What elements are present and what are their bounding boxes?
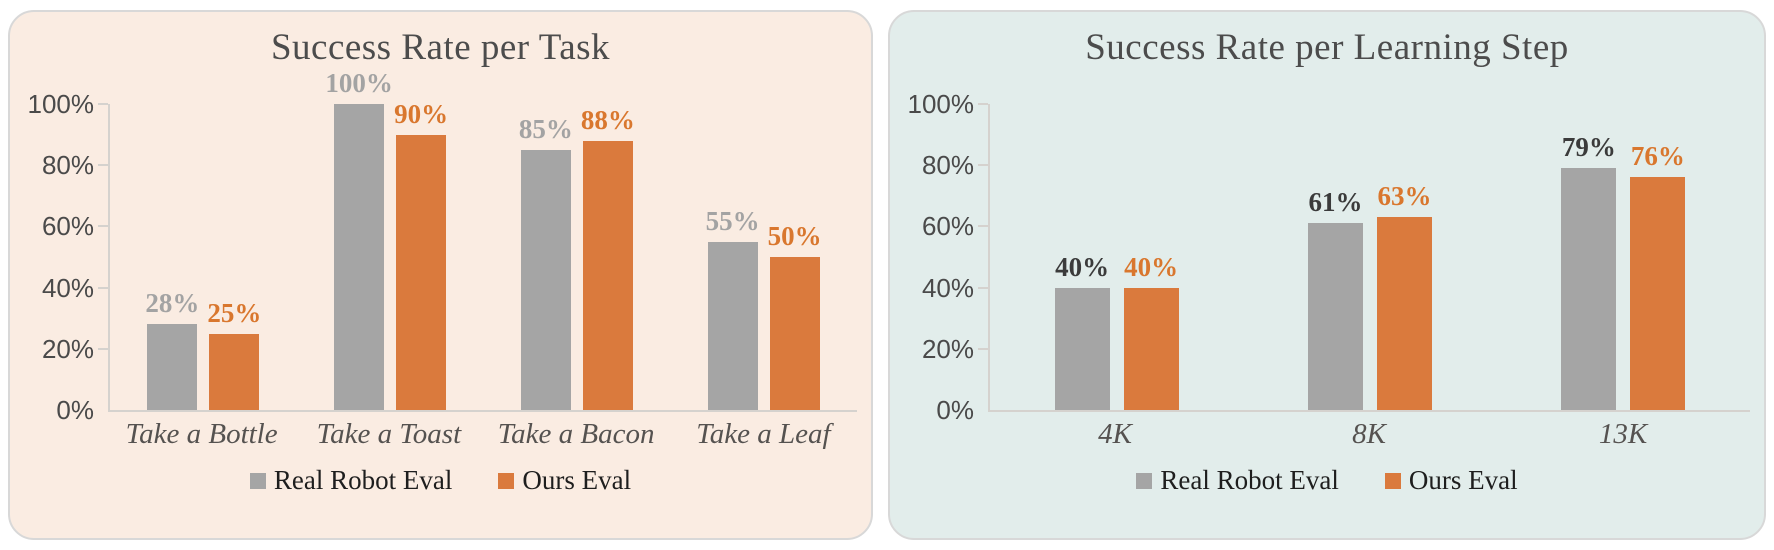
bar-value-label: 90% <box>394 98 449 129</box>
chart-body: 0% 20% 40% 60% 80% 100% 40% 40% 61% 63% 79% 76% <box>890 91 1764 423</box>
bar: 28% <box>145 290 199 410</box>
bar-value-label: 88% <box>580 104 635 135</box>
x-axis-labels: Take a Bottle Take a Toast Take a Bacon Tak… <box>108 418 857 451</box>
bar-value-label: 85% <box>518 113 573 144</box>
x-category-label: 8K <box>1352 418 1386 450</box>
y-tick-label: 40% <box>41 272 94 303</box>
legend-label: Ours Eval <box>1408 465 1518 495</box>
bar: 85% <box>519 115 573 410</box>
y-axis: 0% 20% 40% 60% 80% 100% <box>18 91 108 423</box>
legend-item: Ours Eval <box>1384 465 1518 495</box>
bar-group: 61% 63% <box>1243 104 1496 410</box>
y-tick-label: 80% <box>921 150 974 181</box>
x-category-label: 4K <box>1098 418 1132 450</box>
y-tick-mark <box>978 347 988 350</box>
y-tick-label: 60% <box>921 211 974 242</box>
bar: 88% <box>581 106 635 410</box>
y-tick-mark <box>98 103 108 105</box>
legend-label: Real Robot Eval <box>1160 465 1339 495</box>
learning-step-chart-panel: Success Rate per Learning Step 0% 20% 40% 6… <box>888 10 1766 540</box>
bar-value-label: 50% <box>767 221 822 251</box>
bar-value-label: 79% <box>1561 132 1616 163</box>
legend-item: Real Robot Eval <box>1136 465 1339 495</box>
y-tick-mark <box>978 164 988 167</box>
legend-item: Real Robot Eval <box>249 465 453 495</box>
chart-title: Success Rate per Task <box>270 27 611 68</box>
bar-group: 55% 50% <box>670 104 857 410</box>
y-axis: 0% 20% 40% 60% 80% 100% <box>898 91 988 423</box>
bar: 40% <box>1054 253 1110 410</box>
bar: 90% <box>394 100 448 410</box>
plot-area: 40% 40% 61% 63% 79% 76% <box>978 103 1750 412</box>
x-axis-labels: 4K 8K 13K <box>988 418 1750 451</box>
bar-value-label: 76% <box>1630 141 1685 172</box>
y-tick-label: 40% <box>921 272 974 303</box>
y-tick-mark <box>978 103 988 105</box>
bar-value-label: 55% <box>705 205 760 236</box>
legend-label: Real Robot Eval <box>273 465 453 495</box>
x-category-label: Take a Bacon <box>497 418 655 450</box>
bar: 63% <box>1376 183 1432 410</box>
bar: 50% <box>768 223 822 410</box>
task-chart-panel: Success Rate per Task 0% 20% 40% 60% 80% 100%… <box>8 10 873 540</box>
bar-group: 28% 25% <box>110 104 297 410</box>
bar: 61% <box>1307 189 1363 410</box>
legend-swatch-icon <box>1384 472 1401 489</box>
y-tick-mark <box>978 286 988 289</box>
bar: 40% <box>1123 253 1179 410</box>
chart-title: Success Rate per Learning Step <box>1085 27 1569 68</box>
y-tick-mark <box>98 286 108 289</box>
y-tick-mark <box>98 347 108 350</box>
legend-label: Ours Eval <box>522 465 632 495</box>
bar-group: 100% 90% <box>297 70 484 410</box>
chart-body: 0% 20% 40% 60% 80% 100% 28% 25% 100% 90% 85% 88% 55… <box>10 70 871 423</box>
y-tick-mark <box>978 225 988 228</box>
legend: Real Robot Eval Ours Eval <box>10 467 871 494</box>
bar: 25% <box>207 299 261 410</box>
bar-group: 85% 88% <box>484 104 671 410</box>
legend-swatch-icon <box>498 472 515 489</box>
bar-group: 79% 76% <box>1497 104 1750 410</box>
bar-value-label: 40% <box>1124 251 1179 282</box>
y-tick-label: 100% <box>27 89 95 119</box>
y-tick-label: 20% <box>41 333 94 364</box>
y-tick-label: 80% <box>41 150 94 181</box>
y-tick-label: 0% <box>56 395 94 425</box>
x-category-label: Take a Bottle <box>125 418 278 450</box>
y-tick-mark <box>98 225 108 228</box>
y-tick-mark <box>98 164 108 167</box>
y-tick-label: 60% <box>41 211 94 242</box>
bar-value-label: 100% <box>325 68 393 98</box>
legend: Real Robot Eval Ours Eval <box>890 467 1764 494</box>
bar: 79% <box>1561 134 1617 410</box>
x-category-label: 13K <box>1598 418 1648 450</box>
x-category-label: Take a Toast <box>316 418 462 450</box>
bar: 76% <box>1630 143 1686 410</box>
legend-swatch-icon <box>249 472 266 489</box>
y-tick-label: 100% <box>907 89 975 119</box>
y-tick-label: 20% <box>921 333 974 364</box>
bar-value-label: 63% <box>1377 181 1432 212</box>
bar-value-label: 25% <box>207 297 262 328</box>
bar-value-label: 28% <box>145 288 200 319</box>
legend-item: Ours Eval <box>498 467 631 494</box>
plot-area: 28% 25% 100% 90% 85% 88% 55% 50% <box>98 70 857 412</box>
bar-value-label: 40% <box>1055 251 1110 282</box>
bar: 55% <box>706 207 760 410</box>
bar-group: 40% 40% <box>990 104 1243 410</box>
legend-swatch-icon <box>1136 472 1153 489</box>
bar: 100% <box>325 70 393 410</box>
bar-value-label: 61% <box>1308 187 1363 218</box>
x-category-label: Take a Leaf <box>696 418 831 450</box>
y-tick-label: 0% <box>936 395 974 425</box>
